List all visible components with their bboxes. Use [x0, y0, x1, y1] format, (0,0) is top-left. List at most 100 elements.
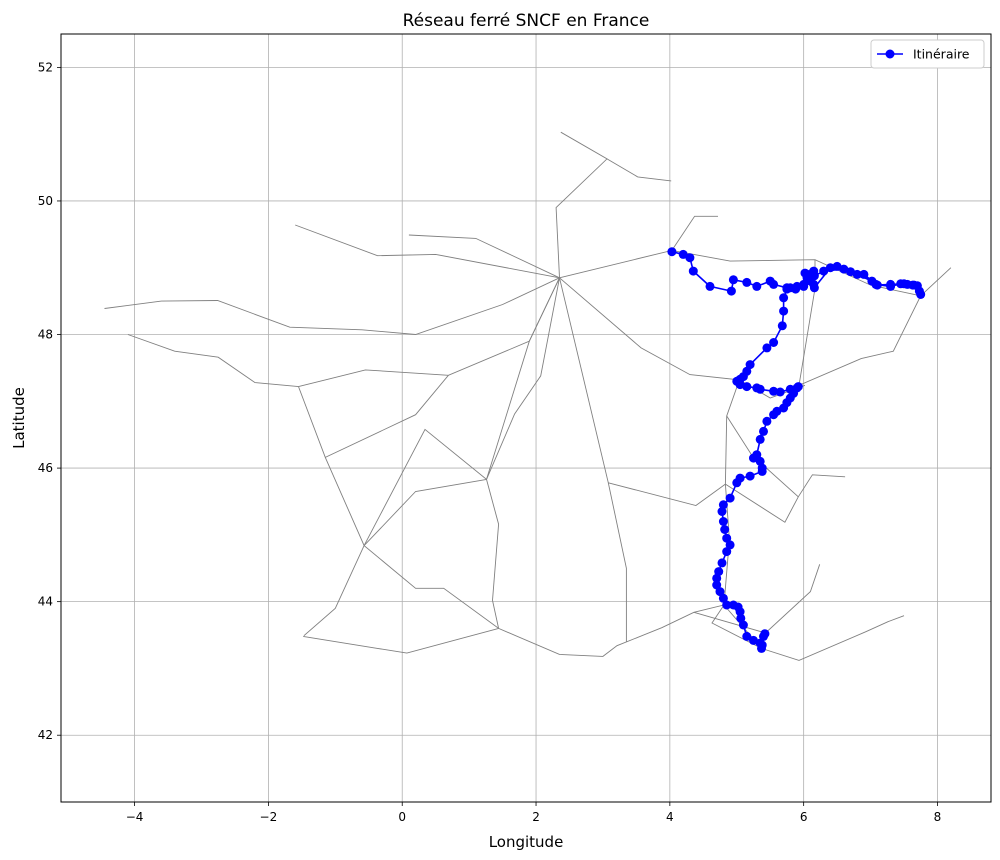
rail-line — [606, 158, 672, 182]
legend-box — [870, 39, 985, 69]
rail-line — [693, 564, 821, 634]
route-point — [779, 403, 789, 413]
route-point — [722, 547, 732, 557]
route-point — [685, 253, 695, 263]
route-point — [775, 387, 785, 397]
route-point — [755, 434, 765, 444]
rail-line — [363, 478, 487, 546]
route-point — [886, 279, 896, 289]
route-point — [914, 286, 924, 296]
route-point — [678, 249, 688, 259]
route-point — [717, 507, 727, 516]
route-point — [777, 321, 787, 331]
x-axis-label: Longitude — [489, 833, 564, 851]
route-point — [749, 453, 758, 463]
rail-line — [608, 482, 726, 506]
route-point — [762, 416, 772, 426]
y-axis-ticks: 42 44 46 48 50 52 — [38, 60, 61, 742]
route-point — [779, 293, 789, 303]
route-point — [718, 500, 728, 510]
rail-line — [295, 224, 560, 279]
route-point — [819, 266, 829, 276]
route-point — [769, 338, 779, 347]
plot-frame — [60, 33, 992, 803]
y-tick-label: 50 — [38, 194, 53, 208]
x-tick-label: 6 — [800, 810, 808, 824]
route-point — [769, 279, 779, 289]
rail-line — [559, 277, 627, 642]
y-tick-label: 48 — [38, 328, 53, 342]
route-point — [742, 382, 752, 392]
rail-line — [555, 131, 608, 278]
route-point — [745, 471, 755, 481]
rail-line — [325, 375, 449, 458]
y-tick-label: 52 — [38, 60, 53, 74]
route-point — [769, 386, 779, 396]
route-point — [825, 263, 835, 273]
route-point — [712, 573, 722, 583]
x-tick-label: −2 — [260, 810, 278, 824]
route-point — [728, 275, 738, 285]
route-point — [717, 558, 727, 568]
route-point — [725, 540, 735, 550]
route-point — [688, 266, 698, 276]
legend-marker — [885, 49, 895, 59]
route-point — [852, 269, 862, 279]
rail-line — [104, 277, 560, 335]
legend-label: Itinéraire — [913, 47, 970, 62]
rail-line — [798, 267, 952, 386]
rail-line — [303, 277, 560, 637]
y-axis-label: Latitude — [10, 387, 28, 449]
chart-title: Réseau ferré SNCF en France — [403, 11, 650, 31]
legend: Itinéraire — [870, 39, 985, 69]
route-point — [752, 281, 762, 291]
rail-line — [559, 277, 762, 649]
x-tick-label: 0 — [398, 810, 406, 824]
route-point — [735, 607, 745, 617]
route-point — [779, 306, 789, 316]
grid — [61, 34, 991, 802]
route-point — [839, 264, 849, 274]
route-point — [760, 629, 770, 639]
route-point — [769, 410, 779, 420]
route-point — [718, 517, 728, 526]
route-point — [859, 269, 869, 279]
route-point — [742, 631, 752, 641]
route-point — [722, 533, 732, 543]
route-point — [759, 426, 768, 436]
plot-area — [60, 33, 992, 803]
rail-line — [671, 215, 718, 251]
rail-line — [761, 615, 905, 661]
route-point — [782, 284, 792, 294]
rail-line — [408, 234, 560, 279]
route-point — [667, 247, 677, 257]
route-point — [732, 478, 742, 488]
route-point — [909, 280, 919, 290]
rail-line — [303, 627, 499, 654]
route-point — [755, 384, 765, 394]
route-point — [762, 343, 772, 353]
x-tick-label: 2 — [532, 810, 540, 824]
route-point — [722, 600, 732, 610]
x-tick-label: 4 — [666, 810, 674, 824]
route-point — [725, 493, 735, 503]
rail-network — [104, 131, 952, 661]
route-point — [726, 286, 736, 296]
route-point — [742, 277, 752, 287]
route-point — [745, 360, 755, 370]
route-point — [899, 279, 909, 289]
route-point — [757, 643, 766, 653]
route-point — [705, 281, 715, 291]
route-point — [757, 466, 767, 476]
y-tick-label: 44 — [38, 595, 53, 609]
route-point — [809, 283, 819, 293]
x-tick-label: −4 — [126, 810, 144, 824]
route-point — [872, 280, 882, 290]
route-point — [738, 620, 748, 630]
route-point — [718, 593, 728, 603]
x-axis-ticks: −4 −2 0 2 4 6 8 — [126, 802, 941, 824]
route-point — [720, 525, 730, 534]
route-series — [667, 247, 926, 653]
y-tick-label: 46 — [38, 461, 53, 475]
